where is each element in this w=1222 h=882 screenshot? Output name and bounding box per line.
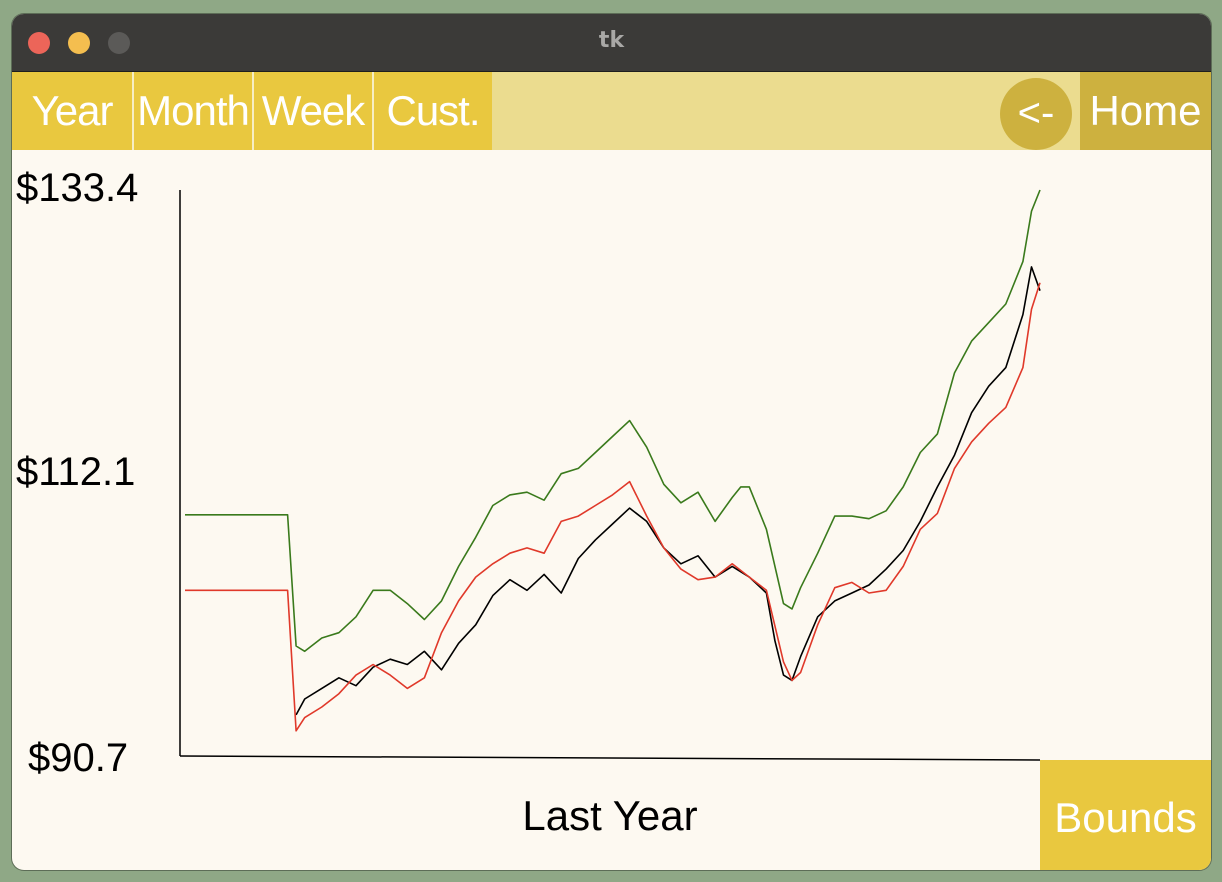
lower-bound-series-line <box>185 282 1041 732</box>
price-chart <box>179 189 1041 761</box>
maximize-window-button[interactable] <box>108 32 130 54</box>
price-series-line <box>295 266 1041 716</box>
minimize-window-button[interactable] <box>68 32 90 54</box>
upper-bound-series-line <box>185 189 1041 653</box>
period-toolbar: Year Month Week Cust. <- Home <box>12 72 1211 150</box>
home-button[interactable]: Home <box>1080 72 1211 150</box>
y-tick-label-mid: $112.1 <box>16 450 136 494</box>
week-button[interactable]: Week <box>254 72 372 150</box>
toolbar-divider <box>372 72 374 150</box>
y-tick-label-max: $133.4 <box>16 166 139 210</box>
year-button[interactable]: Year <box>12 72 132 150</box>
custom-button[interactable]: Cust. <box>374 72 492 150</box>
toolbar-divider <box>252 72 254 150</box>
close-window-button[interactable] <box>28 32 50 54</box>
back-button[interactable]: <- <box>1000 78 1072 150</box>
month-button[interactable]: Month <box>134 72 252 150</box>
x-axis-label: Last Year <box>522 792 698 839</box>
toolbar-divider <box>132 72 134 150</box>
y-tick-label-min: $90.7 <box>28 736 129 780</box>
app-window: tk Year Month Week Cust. <- Home $133.4 … <box>12 14 1211 870</box>
title-bar: tk <box>12 14 1211 72</box>
x-axis <box>179 755 1041 761</box>
window-title: tk <box>598 28 625 53</box>
bounds-button[interactable]: Bounds <box>1040 760 1211 870</box>
